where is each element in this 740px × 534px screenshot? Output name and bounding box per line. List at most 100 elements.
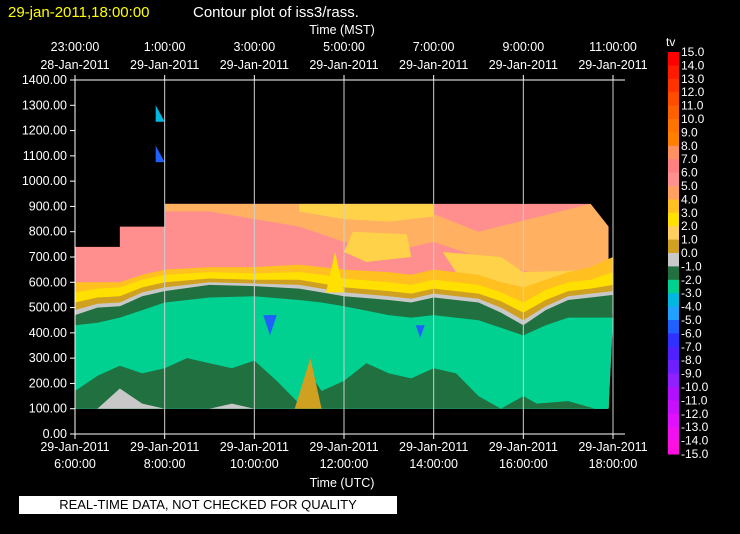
contour-band-8: [75, 388, 613, 409]
colorbar-swatch-13: [668, 226, 679, 241]
colorbar-swatch-16: [668, 266, 679, 281]
y-tick-label-10: 1000.00: [22, 174, 67, 188]
colorbar-label-7: 8.0: [681, 139, 698, 153]
colorbar-label-5: 10.0: [681, 112, 705, 126]
y-tick-label-1: 100.00: [29, 402, 67, 416]
colorbar-label-19: -4.0: [681, 300, 702, 314]
colorbar-swatch-23: [668, 360, 679, 375]
triangle-upper: [155, 105, 165, 122]
colorbar-label-10: 5.0: [681, 179, 698, 193]
colorbar-swatch-28: [668, 427, 679, 442]
colorbar-label-28: -13.0: [681, 420, 709, 434]
colorbar-label-30: -15.0: [681, 447, 709, 461]
colorbar-swatch-2: [668, 78, 679, 93]
patch-yellow-1: [344, 231, 412, 263]
feature-gold: [294, 358, 322, 409]
colorbar-swatch-14: [668, 239, 679, 254]
feature-blue-2: [415, 325, 425, 338]
colorbar-label-27: -12.0: [681, 407, 709, 421]
colorbar-label-18: -3.0: [681, 286, 702, 300]
y-tick-label-8: 800.00: [29, 225, 67, 239]
colorbar-label-1: 14.0: [681, 58, 705, 72]
top-tick-date-2: 29-Jan-2011: [220, 58, 289, 72]
colorbar-swatch-4: [668, 105, 679, 120]
colorbar-swatch-10: [668, 186, 679, 200]
y-tick-label-13: 1300.00: [22, 98, 67, 112]
colorbar-title: tv: [666, 35, 675, 49]
top-tick-date-1: 29-Jan-2011: [130, 58, 199, 72]
colorbar-label-23: -8.0: [681, 353, 702, 367]
top-tick-date-0: 28-Jan-2011: [40, 58, 109, 72]
grid-lines: [164, 80, 614, 434]
colorbar-label-24: -9.0: [681, 367, 702, 381]
colorbar-swatch-3: [668, 92, 679, 107]
top-tick-time-4: 7:00:00: [413, 40, 455, 54]
colorbar-label-2: 13.0: [681, 72, 705, 86]
bottom-axis-label: Time (UTC): [310, 476, 375, 490]
colorbar-label-6: 9.0: [681, 125, 698, 139]
feature-yellow: [326, 251, 344, 293]
feature-blue-1: [263, 315, 277, 336]
colorbar-swatch-21: [668, 333, 679, 348]
y-tick-label-7: 700.00: [29, 250, 67, 264]
colorbar-swatch-0: [668, 52, 679, 66]
colorbar-label-20: -5.0: [681, 313, 702, 327]
header-title: Contour plot of iss3/rass.: [193, 4, 359, 21]
colorbar-label-16: -1.0: [681, 259, 702, 273]
colorbar-label-8: 7.0: [681, 152, 698, 166]
top-tick-time-3: 5:00:00: [323, 40, 365, 54]
colorbar-swatch-18: [668, 293, 679, 308]
y-tick-label-6: 600.00: [29, 275, 67, 289]
bottom-tick-date-1: 29-Jan-2011: [130, 440, 199, 454]
colorbar-swatch-12: [668, 212, 679, 227]
y-tick-label-14: 1400.00: [22, 73, 67, 87]
bottom-tick-time-3: 12:00:00: [320, 457, 369, 471]
colorbar-swatch-25: [668, 387, 679, 401]
bottom-tick-date-2: 29-Jan-2011: [220, 440, 289, 454]
bottom-tick-time-2: 10:00:00: [230, 457, 279, 471]
top-tick-date-4: 29-Jan-2011: [399, 58, 468, 72]
quality-banner: REAL-TIME DATA, NOT CHECKED FOR QUALITY: [19, 496, 397, 514]
colorbar-label-22: -7.0: [681, 340, 702, 354]
top-tick-time-2: 3:00:00: [233, 40, 275, 54]
colorbar-swatch-27: [668, 413, 679, 428]
top-tick-date-3: 29-Jan-2011: [309, 58, 378, 72]
colorbar-label-26: -11.0: [681, 393, 708, 407]
bottom-tick-date-5: 29-Jan-2011: [489, 440, 558, 454]
colorbar: tv 15.014.013.012.011.010.09.08.07.06.05.…: [666, 35, 709, 461]
axes: 0.00 100.00 200.00 300.00 400.00 500.00 600.00…: [22, 40, 648, 471]
y-tick-label-5: 500.00: [29, 301, 67, 315]
colorbar-swatch-8: [668, 159, 679, 174]
y-tick-label-4: 400.00: [29, 326, 67, 340]
colorbar-label-25: -10.0: [681, 380, 709, 394]
colorbar-label-29: -14.0: [681, 434, 709, 448]
bottom-tick-time-0: 6:00:00: [54, 457, 96, 471]
top-tick-date-6: 29-Jan-2011: [578, 58, 647, 72]
colorbar-label-21: -6.0: [681, 326, 702, 340]
colorbar-swatch-22: [668, 346, 679, 361]
top-tick-time-1: 1:00:00: [144, 40, 186, 54]
colorbar-label-17: -2.0: [681, 273, 702, 287]
bottom-tick-time-1: 8:00:00: [144, 457, 186, 471]
bottom-tick-date-6: 29-Jan-2011: [578, 440, 647, 454]
header-date: 29-jan-2011,18:00:00: [8, 4, 150, 21]
bottom-tick-date-3: 29-Jan-2011: [309, 440, 378, 454]
colorbar-swatch-6: [668, 132, 679, 147]
colorbar-label-3: 12.0: [681, 85, 705, 99]
bottom-tick-time-6: 18:00:00: [589, 457, 638, 471]
top-tick-date-5: 29-Jan-2011: [489, 58, 558, 72]
colorbar-label-0: 15.0: [681, 45, 705, 59]
bottom-tick-date-0: 29-Jan-2011: [40, 440, 109, 454]
colorbar-label-15: 0.0: [681, 246, 698, 260]
y-tick-label-9: 900.00: [29, 199, 67, 213]
colorbar-label-13: 2.0: [681, 219, 698, 233]
colorbar-label-12: 3.0: [681, 206, 698, 220]
colorbar-swatch-24: [668, 373, 679, 388]
y-tick-label-3: 300.00: [29, 351, 67, 365]
patch-yellow-0: [299, 203, 434, 222]
top-tick-time-0: 23:00:00: [51, 40, 100, 54]
colorbar-label-14: 1.0: [681, 233, 698, 247]
colorbar-swatch-19: [668, 306, 679, 321]
bottom-tick-time-5: 16:00:00: [499, 457, 548, 471]
